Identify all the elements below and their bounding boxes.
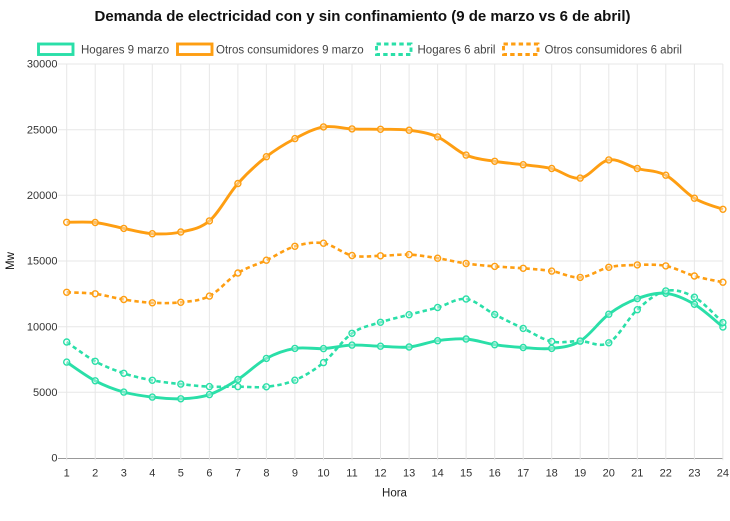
svg-text:16: 16	[489, 467, 501, 479]
svg-text:19: 19	[574, 467, 586, 479]
svg-text:20: 20	[603, 467, 615, 479]
svg-text:22: 22	[660, 467, 672, 479]
svg-text:30000: 30000	[27, 59, 58, 71]
svg-text:13: 13	[403, 467, 415, 479]
svg-text:3: 3	[121, 467, 127, 479]
svg-text:0: 0	[51, 453, 57, 465]
svg-text:14: 14	[431, 467, 443, 479]
svg-text:12: 12	[374, 467, 386, 479]
svg-text:11: 11	[346, 467, 357, 479]
svg-text:4: 4	[149, 467, 155, 479]
svg-text:7: 7	[235, 467, 241, 479]
svg-text:10000: 10000	[27, 321, 58, 333]
svg-text:17: 17	[517, 467, 529, 479]
svg-text:Mw: Mw	[5, 251, 17, 270]
svg-text:15000: 15000	[27, 256, 58, 268]
svg-text:15: 15	[460, 467, 472, 479]
svg-text:1: 1	[64, 467, 70, 479]
svg-text:20000: 20000	[27, 190, 58, 202]
svg-text:Demanda de electricidad con y: Demanda de electricidad con y sin confin…	[95, 8, 631, 25]
svg-text:Otros consumidores 6 abril: Otros consumidores 6 abril	[545, 44, 682, 56]
svg-text:25000: 25000	[27, 124, 58, 136]
svg-text:Hogares 9 marzo: Hogares 9 marzo	[81, 44, 169, 56]
svg-text:5: 5	[178, 467, 184, 479]
svg-text:Hora: Hora	[382, 488, 408, 500]
svg-text:23: 23	[688, 467, 700, 479]
svg-text:21: 21	[631, 467, 643, 479]
svg-text:5000: 5000	[33, 387, 57, 399]
svg-text:18: 18	[546, 467, 558, 479]
svg-text:8: 8	[263, 467, 269, 479]
svg-text:2: 2	[92, 467, 98, 479]
svg-text:24: 24	[717, 467, 729, 479]
svg-text:10: 10	[317, 467, 329, 479]
svg-text:9: 9	[292, 467, 298, 479]
svg-text:6: 6	[206, 467, 212, 479]
svg-text:Hogares 6 abril: Hogares 6 abril	[418, 44, 496, 56]
svg-text:Otros consumidores 9 marzo: Otros consumidores 9 marzo	[216, 44, 364, 56]
